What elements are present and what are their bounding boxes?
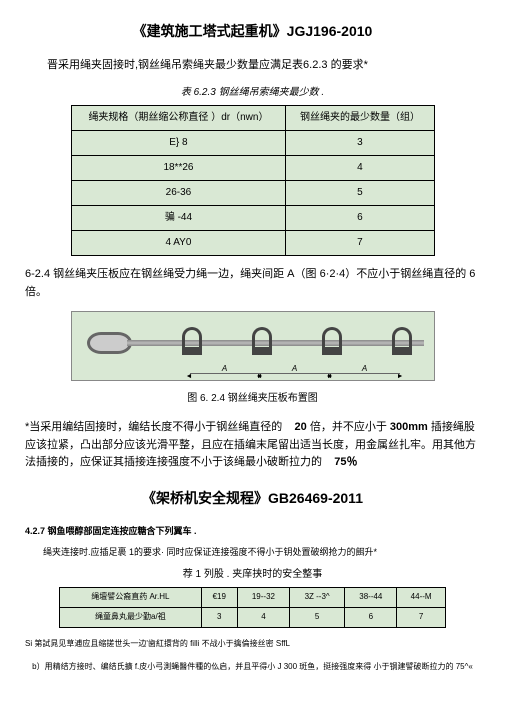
clamp-4 (392, 327, 412, 359)
rope-line (127, 340, 424, 346)
t2-hc2: 3Z --3^ (289, 588, 344, 608)
p3-d: 300mm (390, 421, 428, 433)
t1-r4c1: 4 AY0 (71, 230, 286, 255)
t2-r1c1: 4 (237, 607, 289, 627)
t2-r1c4: 7 (397, 607, 446, 627)
table2-caption: 荐 1 列股 . 夹庠挟时的安全整事 (25, 567, 480, 583)
clamp-diagram: ◄A► ◄A► ◄A► (71, 311, 435, 381)
t1-r2c2: 5 (286, 180, 434, 205)
t1-r0c2: 3 (286, 130, 434, 155)
t2-r1c0: 3 (201, 607, 237, 627)
fig-624-caption: 图 6. 2.4 钢丝绳夹压板布置图 (25, 391, 480, 407)
table1-caption: 表 6.2.3 钢丝绳吊索绳夹最少数 . (25, 85, 480, 101)
p3-c: 倍，并不应小于 (310, 421, 387, 433)
doc1-p2: 6-2.4 钢丝绳夹压板应在钢丝绳受力绳一边，绳夹间距 A（图 6·2·4）不应… (25, 266, 480, 301)
doc1-p3: *当采用编结固接时，编结长度不得小于钢丝绳直径的 20 倍，并不应小于 300m… (25, 419, 480, 472)
clamp-2 (252, 327, 272, 359)
t1-h2: 钢丝绳夹的最少数量（组） (286, 105, 434, 130)
t1-r0c1: E} 8 (71, 130, 286, 155)
t1-r3c2: 6 (286, 205, 434, 230)
clamp-1 (182, 327, 202, 359)
t2-h0: 绳壇譬公裔直药 Ar.HL (60, 588, 201, 608)
t2-r1c3: 6 (345, 607, 397, 627)
t2-hc0: €19 (201, 588, 237, 608)
t1-r1c2: 4 (286, 155, 434, 180)
dim-a3: ◄A► (330, 373, 400, 374)
dim-a2: ◄A► (260, 373, 330, 374)
doc2-p1: 4.2.7 钢鱼喂醇部固定连按应糖含下列翼车 . (25, 524, 480, 538)
t2-r1c2: 5 (289, 607, 344, 627)
t1-r3c1: 骗 -44 (71, 205, 286, 230)
doc2-p2: 绳夹连接时.应插足裹 1的要求· 同时应保证连接强度不得小于钥处置破纲抢力的餌升… (25, 545, 480, 559)
table-623: 绳夹规格（期丝缩公称直径 ）dr（nwn） 钢丝绳夹的最少数量（组） E} 83… (71, 105, 435, 256)
t1-r4c2: 7 (286, 230, 434, 255)
p3-b: 20 (295, 421, 307, 433)
t1-r1c1: 18**26 (71, 155, 286, 180)
doc1-title: 《建筑施工塔式起重机》JGJ196-2010 (25, 20, 480, 42)
t2-r1l: 绳童鼻丸最少勤a/祖 (60, 607, 201, 627)
doc2-note2: b）用精结方接时、编结氏擴 f.皮小弓測蝇醫件種的仫启，并且平得小 J 300 … (25, 661, 480, 674)
doc1-p1: 晋采用绳夹固接时,钢丝绳吊索绳夹最少数量应满足表6.2.3 的要求* (25, 57, 480, 75)
table-2: 绳壇譬公裔直药 Ar.HL €19 19--32 3Z --3^ 38--44 … (59, 587, 446, 628)
doc2-title: 《架桥机安全规程》GB26469-2011 (25, 487, 480, 509)
t1-r2c1: 26-36 (71, 180, 286, 205)
doc2-note1: Si 第試晁见草逋应且缩搓世头一边'歯紅擐背的 filli 不战小于擒倫接丝密 … (25, 638, 480, 651)
t2-hc4: 44--M (397, 588, 446, 608)
rope-eye (87, 332, 132, 354)
dim-a1: ◄A► (190, 373, 260, 374)
clamp-3 (322, 327, 342, 359)
t2-hc3: 38--44 (345, 588, 397, 608)
p3-a: *当采用编结固接时，编结长度不得小于钢丝绳直径的 (25, 421, 282, 433)
p3-f: 75％ (334, 456, 357, 468)
t2-hc1: 19--32 (237, 588, 289, 608)
t1-h1: 绳夹规格（期丝缩公称直径 ）dr（nwn） (71, 105, 286, 130)
